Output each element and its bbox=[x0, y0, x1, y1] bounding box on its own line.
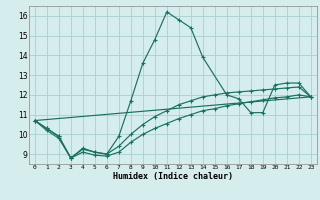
X-axis label: Humidex (Indice chaleur): Humidex (Indice chaleur) bbox=[113, 172, 233, 181]
